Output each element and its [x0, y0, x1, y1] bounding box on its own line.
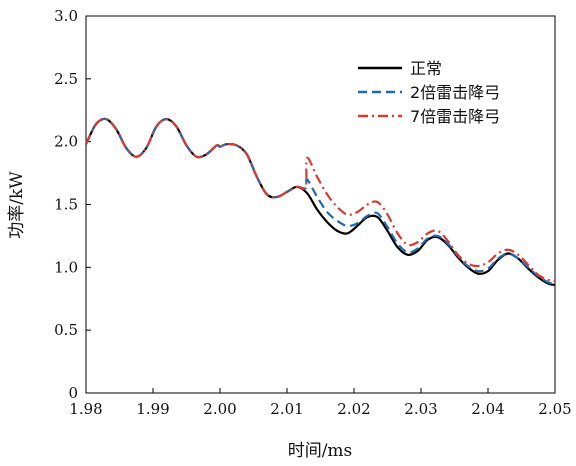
legend-label: 正常: [410, 59, 442, 78]
series-line-2: [85, 117, 556, 285]
x-tick-label: 2.05: [538, 400, 571, 418]
y-tick-label: 2.5: [54, 70, 78, 88]
x-axis: 1.98 1.99 2.00 2.01 2.02 2.03 2.04 2.05: [69, 388, 572, 418]
y-tick-label: 0.5: [54, 321, 78, 339]
x-tick-label: 1.99: [136, 400, 169, 418]
x-tick-label: 2.01: [270, 400, 303, 418]
y-tick-label: 3.0: [54, 7, 78, 25]
y-tick-label: 2.0: [54, 133, 78, 151]
y-tick-label: 1.0: [54, 258, 78, 276]
series-line-3: [85, 117, 556, 283]
legend: 正常 2倍雷击降弓 7倍雷击降弓: [358, 59, 500, 126]
x-tick-label: 2.02: [337, 400, 370, 418]
legend-label: 7倍雷击降弓: [410, 107, 500, 126]
y-tick-label: 1.5: [54, 196, 78, 214]
y-axis: 0 0.5 1.0 1.5 2.0 2.5 3.0: [54, 7, 91, 402]
x-tick-label: 2.03: [404, 400, 437, 418]
y-tick-label: 0: [68, 384, 78, 402]
x-tick-label: 2.04: [471, 400, 504, 418]
x-tick-label: 1.98: [69, 400, 102, 418]
x-tick-label: 2.00: [203, 400, 236, 418]
legend-label: 2倍雷击降弓: [410, 83, 500, 102]
plot-area: [85, 15, 556, 394]
y-axis-title: 功率/kW: [7, 171, 27, 239]
x-axis-title: 时间/ms: [288, 441, 353, 461]
plot-frame: [85, 15, 556, 394]
series-layer: [85, 117, 556, 287]
